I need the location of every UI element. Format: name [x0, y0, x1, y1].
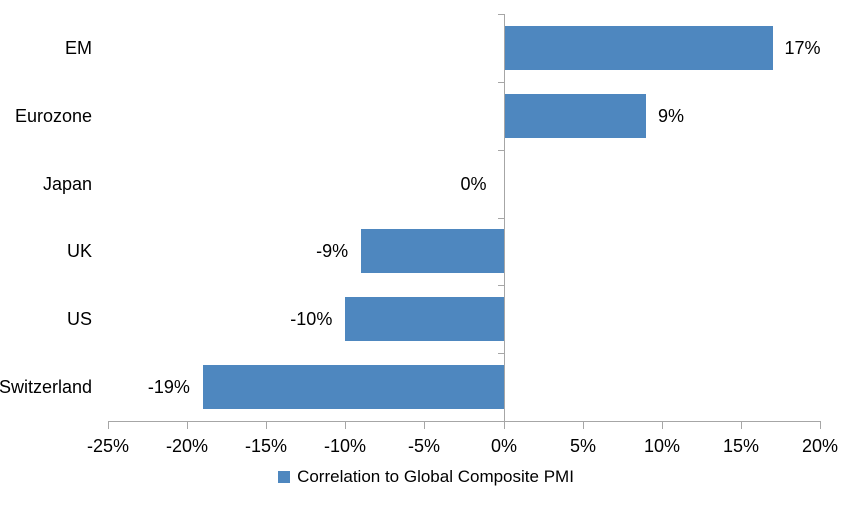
y-axis-tick: [498, 218, 505, 219]
x-axis-tick: [662, 421, 663, 429]
x-axis-tick-label: 20%: [801, 436, 839, 456]
category-label-switzerland: Switzerland: [0, 377, 92, 398]
value-bar-em: [503, 25, 773, 70]
x-axis-tick: [820, 421, 821, 429]
category-label-japan: Japan: [42, 173, 92, 194]
x-axis-tick-label: -10%: [323, 436, 367, 456]
y-axis-tick: [498, 285, 505, 286]
y-axis-tick: [498, 82, 505, 83]
legend-swatch-icon: [278, 471, 291, 483]
value-bar-switzerland: [202, 365, 504, 410]
y-axis-line: [504, 14, 505, 421]
y-axis-tick: [498, 150, 505, 151]
legend: Correlation to Global Composite PMI: [0, 466, 852, 488]
y-axis-tick: [498, 14, 505, 15]
x-axis-tick-label: -15%: [244, 436, 288, 456]
x-axis-tick: [741, 421, 742, 429]
x-axis-tick: [583, 421, 584, 429]
x-axis-tick-label: -20%: [165, 436, 209, 456]
x-axis-tick-label: -25%: [86, 436, 130, 456]
value-bar-eurozone: [503, 93, 646, 138]
value-bar-uk: [361, 229, 504, 274]
y-axis-tick: [498, 353, 505, 354]
category-label-em: EM: [65, 37, 92, 58]
value-label-uk: -9%: [316, 241, 349, 262]
x-axis-tick: [345, 421, 346, 429]
value-label-switzerland: -19%: [147, 377, 190, 398]
x-axis-tick-label: 5%: [569, 436, 597, 456]
value-label-eurozone: 9%: [657, 105, 684, 126]
category-label-uk: UK: [66, 241, 92, 262]
x-axis-tick-label: 15%: [722, 436, 760, 456]
x-axis-tick: [108, 421, 109, 429]
x-axis-tick-label: -5%: [407, 436, 441, 456]
value-label-us: -10%: [290, 309, 333, 330]
x-axis-tick: [187, 421, 188, 429]
value-bar-us: [345, 297, 504, 342]
x-axis-tick: [504, 421, 505, 429]
x-axis-tick-label: 0%: [490, 436, 518, 456]
x-axis-tick-label: 10%: [643, 436, 681, 456]
x-axis-tick: [266, 421, 267, 429]
x-axis-tick: [424, 421, 425, 429]
y-axis-tick: [498, 421, 505, 422]
value-label-japan: 0%: [460, 173, 487, 194]
category-label-eurozone: Eurozone: [14, 105, 92, 126]
value-label-em: 17%: [784, 37, 821, 58]
category-label-us: US: [66, 309, 92, 330]
x-axis-line: [108, 421, 821, 422]
legend-label: Correlation to Global Composite PMI: [297, 467, 574, 486]
